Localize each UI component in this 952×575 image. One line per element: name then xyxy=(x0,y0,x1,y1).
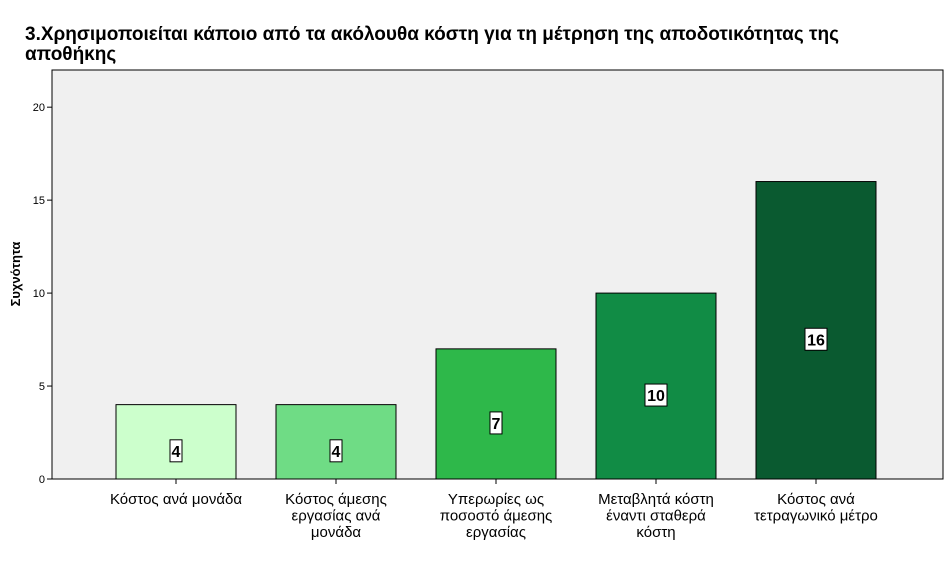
data-label-box xyxy=(169,439,183,463)
y-tick-label: 5 xyxy=(39,381,45,393)
data-label: 7 xyxy=(492,416,501,433)
data-label: 4 xyxy=(332,444,341,461)
y-axis-label: Συχνότητα xyxy=(8,242,23,307)
y-tick-label: 10 xyxy=(33,288,45,300)
x-tick-label: Μεταβλητά κόστη έναντι σταθερά κόστη xyxy=(598,491,714,541)
x-tick-label: Υπερωρίες ως ποσοστό άμεσης εργασίας xyxy=(440,491,553,541)
data-label: 4 xyxy=(172,444,181,461)
bars: 4 4 7 10 16 xyxy=(115,181,877,480)
data-label-box xyxy=(489,411,503,435)
y-tick-label: 15 xyxy=(33,195,45,207)
data-label: 16 xyxy=(807,332,825,349)
chart-title: 3.Χρησιμοποιείται κάποιο από τα ακόλουθα… xyxy=(25,24,839,65)
x-axis: Κόστος ανά μονάδα Κόστος άμεσης εργασίας α… xyxy=(110,479,878,541)
data-label-box xyxy=(329,439,343,463)
y-tick-label: 0 xyxy=(39,474,45,486)
y-axis: 0 5 10 15 20 xyxy=(33,102,52,486)
y-tick-label: 20 xyxy=(33,102,45,114)
data-label-box xyxy=(804,327,828,351)
x-tick-label: Κόστος ανά μονάδα xyxy=(110,491,242,508)
data-label: 10 xyxy=(647,388,665,405)
x-tick-label: Κόστος άμεσης εργασίας ανά μονάδα xyxy=(285,491,387,541)
data-label-box xyxy=(644,383,668,407)
x-tick-label: Κόστος ανά τετραγωνικό μέτρο xyxy=(754,491,878,525)
